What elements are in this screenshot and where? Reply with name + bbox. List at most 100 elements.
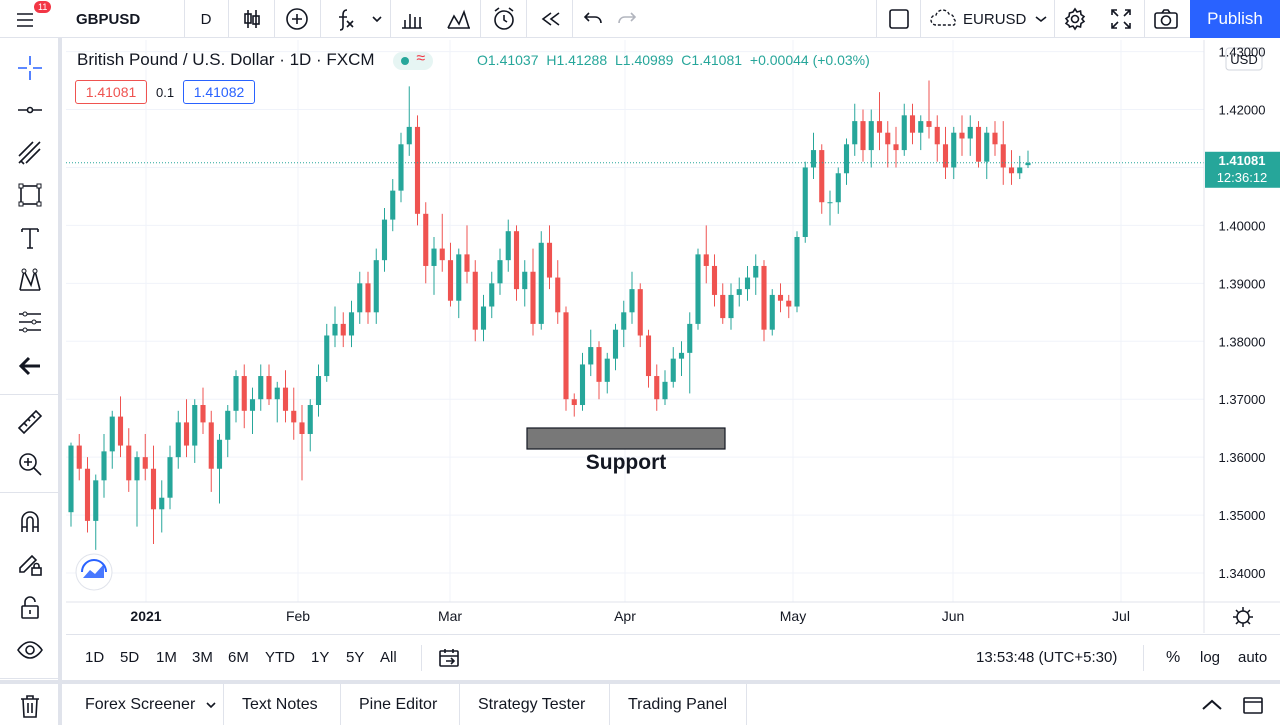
symbol-legend-title[interactable]: British Pound / U.S. Dollar · 1D · FXCM …: [77, 50, 434, 70]
alarm-clock-icon: [494, 7, 514, 30]
range-5y[interactable]: 5Y: [346, 649, 365, 666]
time-axis[interactable]: 2021 Feb Mar Apr May Jun Jul: [130, 608, 1130, 624]
buy-button[interactable]: 1.41082: [183, 80, 255, 104]
snapshot-button[interactable]: [1150, 0, 1182, 38]
price-tick: 1.37000: [1219, 392, 1266, 407]
candle: [720, 283, 726, 324]
trend-line-tool[interactable]: [10, 92, 50, 128]
candle: [687, 312, 693, 394]
patterns-tool[interactable]: [10, 262, 50, 298]
candle: [802, 161, 808, 243]
candle: [225, 405, 231, 458]
horizontal-line-icon: [18, 106, 42, 114]
undo-button[interactable]: [580, 0, 606, 38]
tab-text-notes[interactable]: Text Notes: [242, 695, 318, 713]
price-axis[interactable]: 1.430001.420001.410001.400001.390001.380…: [1219, 45, 1266, 581]
prediction-tool[interactable]: [10, 304, 50, 340]
candle: [266, 364, 272, 406]
redo-button[interactable]: [614, 0, 640, 38]
menu-button[interactable]: 11: [8, 0, 52, 38]
candle: [959, 115, 965, 156]
text-icon: [21, 228, 39, 249]
timezone-clock[interactable]: 13:53:48 (UTC+5:30): [976, 649, 1118, 666]
tab-forex-screener[interactable]: Forex Screener: [85, 684, 217, 725]
compare-symbol-button[interactable]: [282, 0, 312, 38]
publish-button[interactable]: Publish: [1190, 0, 1280, 38]
range-1d[interactable]: 1D: [85, 649, 105, 666]
financials-button[interactable]: [398, 0, 426, 38]
gann-fib-tool[interactable]: [10, 135, 50, 171]
range-1m[interactable]: 1M: [156, 649, 177, 666]
magnet-tool[interactable]: [10, 504, 50, 540]
templates-button[interactable]: [444, 0, 474, 38]
lock-icon: [21, 596, 39, 619]
range-3m[interactable]: 3M: [192, 649, 213, 666]
percent-scale-toggle[interactable]: %: [1166, 648, 1181, 666]
candle: [975, 121, 982, 168]
go-to-date-button[interactable]: [438, 635, 460, 680]
expand-panel-button[interactable]: [1200, 684, 1224, 725]
range-1y[interactable]: 1Y: [311, 649, 330, 666]
symbol-search-button[interactable]: GBPUSD: [76, 10, 141, 28]
currency-button[interactable]: [1225, 47, 1263, 71]
top-toolbar: 11 GBPUSD D EURUSD: [0, 0, 1280, 38]
candle: [472, 260, 478, 342]
zoom-tool[interactable]: [10, 446, 50, 482]
tab-pine-editor[interactable]: Pine Editor: [359, 695, 438, 713]
layout-button[interactable]: [884, 0, 914, 38]
candle: [167, 445, 173, 510]
candle: [662, 370, 668, 406]
range-all[interactable]: All: [380, 649, 397, 666]
text-tool[interactable]: [10, 220, 50, 256]
chevron-down-icon: [1035, 16, 1047, 23]
crosshair-tool[interactable]: [10, 50, 50, 86]
range-5d[interactable]: 5D: [120, 649, 140, 666]
candle: [1000, 121, 1006, 185]
remove-drawings-tool[interactable]: [10, 688, 50, 724]
settings-button[interactable]: [1060, 0, 1090, 38]
candle: [1008, 150, 1015, 185]
chart-type-button[interactable]: [238, 0, 266, 38]
candle: [464, 225, 470, 284]
drawing-toolbar: [0, 38, 62, 725]
fullscreen-button[interactable]: [1106, 0, 1136, 38]
maximize-panel-button[interactable]: [1242, 684, 1264, 725]
support-zone[interactable]: [526, 427, 726, 450]
alert-button[interactable]: [488, 0, 520, 38]
geometric-shapes-tool[interactable]: [10, 177, 50, 213]
last-price-value: 1.41081: [1219, 153, 1266, 168]
hide-drawings-tool[interactable]: [10, 632, 50, 668]
price-chart[interactable]: Support USD 1.430001.420001.410001.40000…: [66, 40, 1280, 633]
candle: [200, 387, 206, 434]
log-scale-toggle[interactable]: log: [1200, 649, 1221, 666]
pitchfork-icon: [18, 141, 41, 165]
candle: [794, 231, 800, 313]
indicators-dropdown[interactable]: [368, 0, 386, 38]
candle: [373, 248, 379, 324]
layout-name: EURUSD: [963, 10, 1027, 28]
price-tick: 1.36000: [1219, 450, 1266, 465]
candle: [480, 294, 487, 342]
candle: [159, 480, 165, 533]
sell-button[interactable]: 1.41081: [75, 80, 147, 104]
lock-drawings-tool[interactable]: [10, 590, 50, 626]
measure-tool[interactable]: [10, 404, 50, 440]
range-ytd[interactable]: YTD: [265, 649, 295, 666]
range-6m[interactable]: 6M: [228, 649, 249, 666]
stay-in-drawing-mode-tool[interactable]: [10, 546, 50, 582]
back-tool[interactable]: [10, 348, 50, 384]
auto-scale-toggle[interactable]: auto: [1238, 649, 1268, 666]
bar-chart-icon: [402, 14, 422, 29]
axis-settings-button[interactable]: [1233, 607, 1253, 627]
indicators-button[interactable]: [330, 0, 360, 38]
eye-icon: [17, 641, 43, 659]
tab-strategy-tester[interactable]: Strategy Tester: [478, 695, 586, 713]
interval-button[interactable]: D: [200, 10, 212, 28]
candle: [489, 271, 495, 319]
candle: [447, 242, 454, 307]
tab-trading-panel[interactable]: Trading Panel: [628, 695, 728, 713]
chart-layout-selector[interactable]: EURUSD: [928, 0, 1048, 38]
redo-icon: [618, 12, 637, 24]
price-tick: 1.39000: [1219, 276, 1266, 291]
replay-button[interactable]: [536, 0, 566, 38]
